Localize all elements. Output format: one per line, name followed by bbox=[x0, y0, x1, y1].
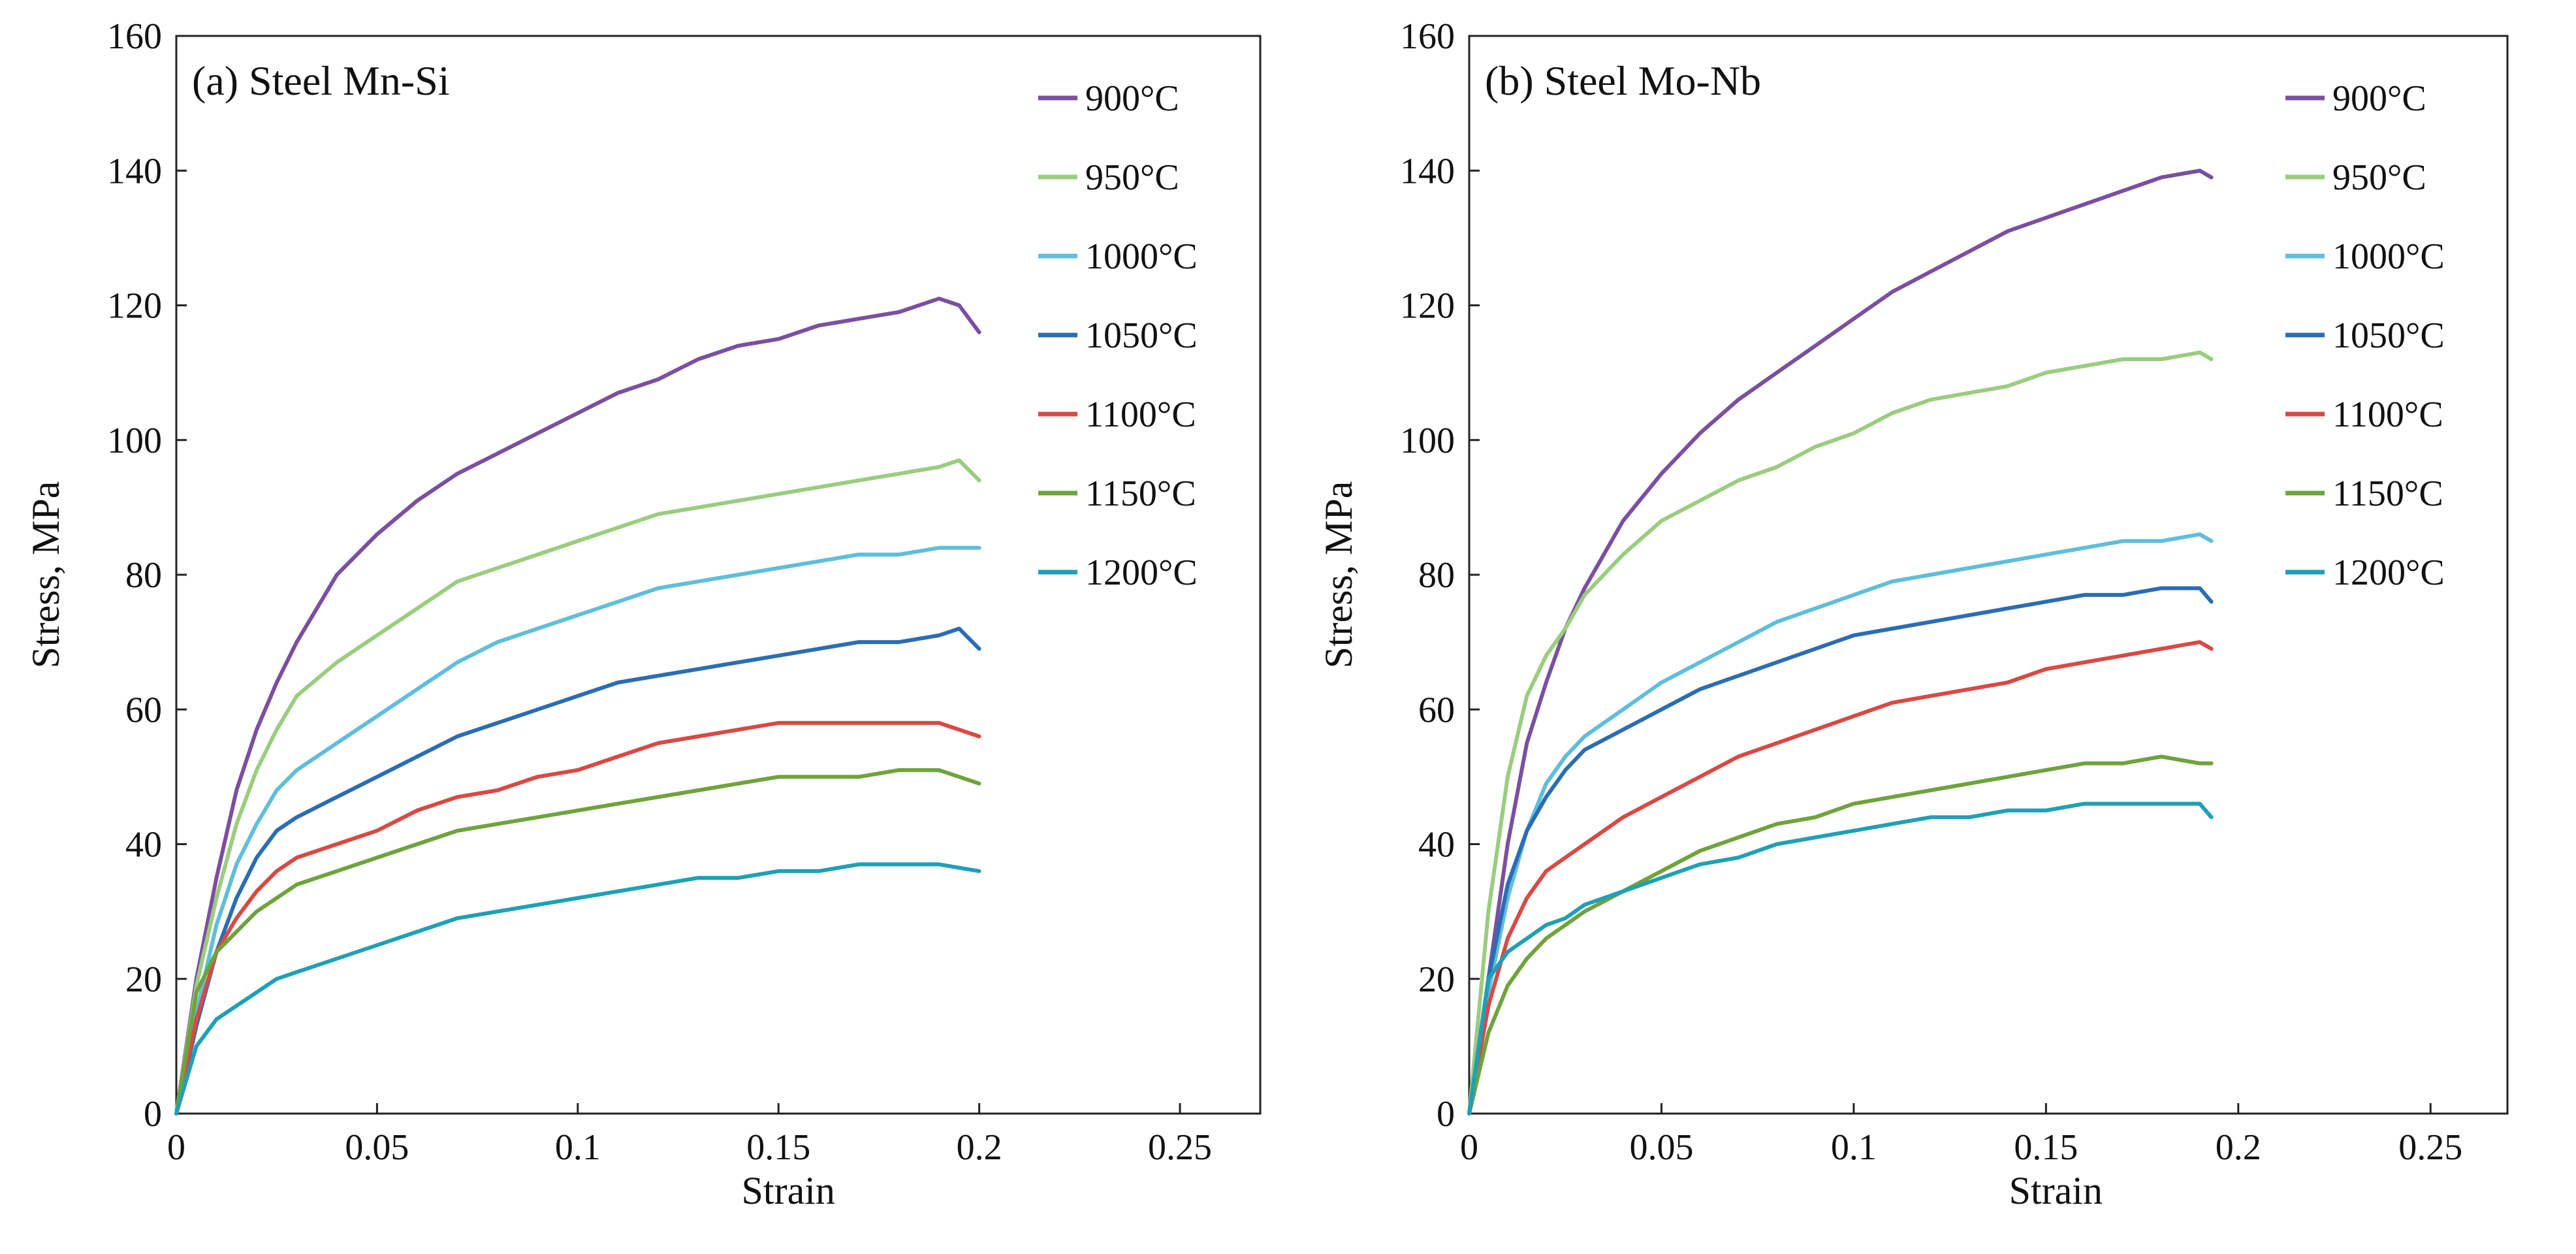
legend-label: 900°C bbox=[1085, 78, 1179, 119]
x-tick-label: 0.15 bbox=[2014, 1127, 2078, 1168]
series-line-2 bbox=[174, 545, 981, 1116]
y-tick-label: 20 bbox=[1418, 959, 1455, 1000]
y-tick-label: 0 bbox=[1437, 1094, 1455, 1134]
x-axis-label: Strain bbox=[742, 1169, 835, 1212]
series-line-1 bbox=[174, 458, 981, 1116]
legend-label: 950°C bbox=[2332, 157, 2426, 198]
y-tick-label: 140 bbox=[107, 151, 162, 191]
y-axis-label: Stress, MPa bbox=[24, 481, 67, 669]
panel-title: (b) Steel Mo-Nb bbox=[1485, 57, 1761, 104]
x-tick-label: 0.05 bbox=[345, 1127, 409, 1168]
y-tick-label: 60 bbox=[1418, 690, 1455, 730]
x-tick-label: 0.15 bbox=[746, 1127, 810, 1168]
series-line-4 bbox=[174, 720, 981, 1116]
x-tick-label: 0 bbox=[1460, 1127, 1478, 1168]
legend-label: 1050°C bbox=[1085, 315, 1198, 356]
x-tick-label: 0.2 bbox=[2216, 1127, 2261, 1168]
y-tick-label: 20 bbox=[125, 959, 162, 1000]
y-tick-label: 120 bbox=[1400, 286, 1455, 327]
panel-a: 0 20 40 60 80 100 120 140 160 0 0.05 0.1 0.15 0.2 0.25… bbox=[24, 16, 1262, 1212]
series-line-6 bbox=[1467, 801, 2214, 1116]
legend-label: 1200°C bbox=[1085, 553, 1198, 593]
y-tick-label: 40 bbox=[125, 825, 162, 865]
legend-label: 1000°C bbox=[2332, 236, 2445, 277]
panel-b: 0 20 40 60 80 100 120 140 160 0 0.05 0.1 0.15 0.2 0.25… bbox=[1317, 16, 2509, 1212]
y-tick-label: 160 bbox=[1400, 16, 1455, 57]
legend-label: 900°C bbox=[2332, 78, 2426, 119]
y-tick-label: 160 bbox=[107, 16, 162, 57]
legend-label: 1050°C bbox=[2332, 315, 2445, 356]
series-line-5 bbox=[174, 768, 981, 1116]
series-line-0 bbox=[1467, 169, 2214, 1116]
x-tick-label: 0.25 bbox=[1148, 1127, 1212, 1168]
y-tick-label: 140 bbox=[1400, 151, 1455, 191]
x-tick-label: 0.05 bbox=[1629, 1127, 1693, 1168]
y-tick-label: 0 bbox=[144, 1094, 162, 1134]
series-line-3 bbox=[1467, 586, 2214, 1116]
y-tick-label: 100 bbox=[107, 421, 162, 461]
legend-label: 950°C bbox=[1085, 157, 1179, 198]
y-tick-label: 80 bbox=[1418, 555, 1455, 596]
y-tick-label: 60 bbox=[125, 690, 162, 730]
legend-label: 1150°C bbox=[1085, 474, 1196, 514]
x-tick-label: 0.25 bbox=[2398, 1127, 2462, 1168]
legend-label: 1100°C bbox=[2332, 394, 2443, 435]
y-axis-label: Stress, MPa bbox=[1317, 481, 1360, 669]
x-axis-label: Strain bbox=[2009, 1169, 2103, 1212]
x-tick-label: 0.2 bbox=[957, 1127, 1002, 1168]
legend-label: 1000°C bbox=[1085, 236, 1198, 277]
y-tick-label: 100 bbox=[1400, 421, 1455, 461]
x-tick-label: 0.1 bbox=[555, 1127, 601, 1168]
y-tick-label: 40 bbox=[1418, 825, 1455, 865]
series-line-0 bbox=[174, 297, 981, 1116]
x-tick-label: 0.1 bbox=[1831, 1127, 1877, 1168]
series-line-4 bbox=[1467, 640, 2214, 1116]
y-tick-label: 80 bbox=[125, 555, 162, 596]
series-line-3 bbox=[174, 626, 981, 1116]
legend-label: 1200°C bbox=[2332, 553, 2445, 593]
series-line-6 bbox=[174, 862, 981, 1116]
y-tick-label: 120 bbox=[107, 286, 162, 327]
x-tick-label: 0 bbox=[167, 1127, 185, 1168]
series-line-1 bbox=[1467, 350, 2214, 1116]
legend-label: 1100°C bbox=[1085, 394, 1196, 435]
panel-title: (a) Steel Mn-Si bbox=[192, 57, 450, 104]
series-line-2 bbox=[1467, 532, 2214, 1116]
legend-label: 1150°C bbox=[2332, 474, 2443, 514]
series-line-5 bbox=[1467, 754, 2214, 1116]
